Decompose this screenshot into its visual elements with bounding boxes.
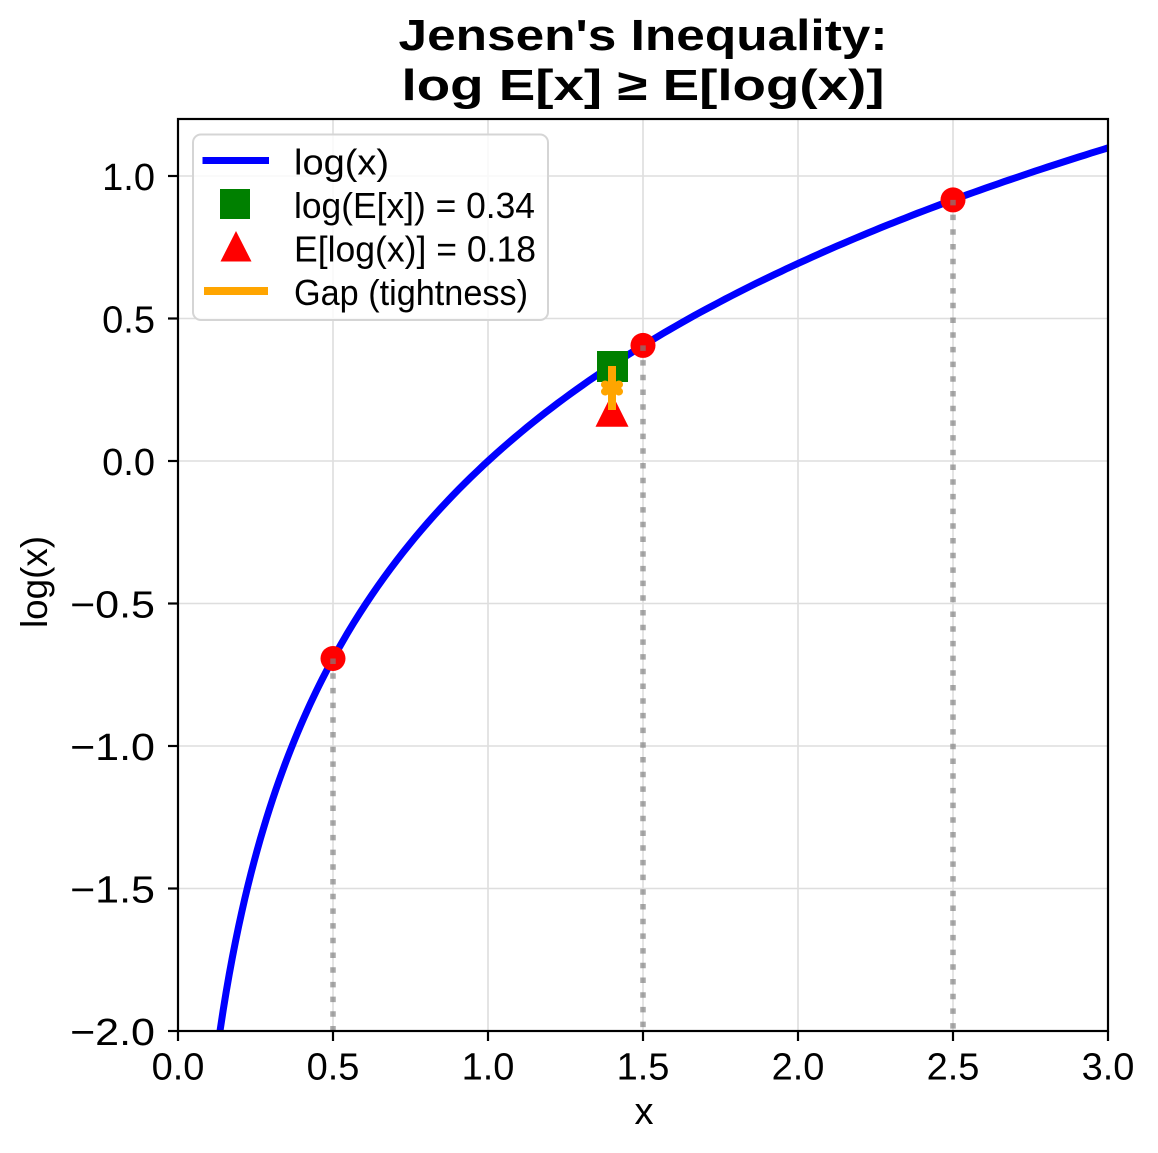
svg-text:−1.5: −1.5: [70, 870, 155, 912]
svg-text:Gap (tightness): Gap (tightness): [294, 272, 528, 313]
svg-text:x: x: [635, 1091, 654, 1133]
svg-text:−1.0: −1.0: [70, 727, 155, 769]
svg-text:0.0: 0.0: [102, 442, 155, 484]
svg-text:−2.0: −2.0: [70, 1012, 155, 1054]
svg-text:log(x): log(x): [14, 536, 55, 628]
svg-text:Jensen's Inequality:: Jensen's Inequality:: [399, 11, 888, 60]
svg-text:2.5: 2.5: [927, 1047, 980, 1089]
svg-text:−0.5: −0.5: [70, 585, 155, 627]
svg-text:0.5: 0.5: [102, 300, 155, 342]
svg-text:2.0: 2.0: [772, 1047, 825, 1089]
svg-text:3.0: 3.0: [1082, 1047, 1135, 1089]
svg-text:log(x): log(x): [294, 142, 389, 183]
svg-text:1.5: 1.5: [617, 1047, 670, 1089]
svg-text:0.0: 0.0: [152, 1047, 205, 1089]
svg-text:1.0: 1.0: [462, 1047, 515, 1089]
svg-text:E[log(x)] = 0.18: E[log(x)] = 0.18: [294, 229, 536, 270]
svg-text:0.5: 0.5: [307, 1047, 360, 1089]
svg-text:log(E[x]) = 0.34: log(E[x]) = 0.34: [294, 185, 535, 226]
svg-text:log E[x] ≥ E[log(x)]: log E[x] ≥ E[log(x)]: [402, 61, 885, 110]
svg-text:1.0: 1.0: [102, 157, 155, 199]
